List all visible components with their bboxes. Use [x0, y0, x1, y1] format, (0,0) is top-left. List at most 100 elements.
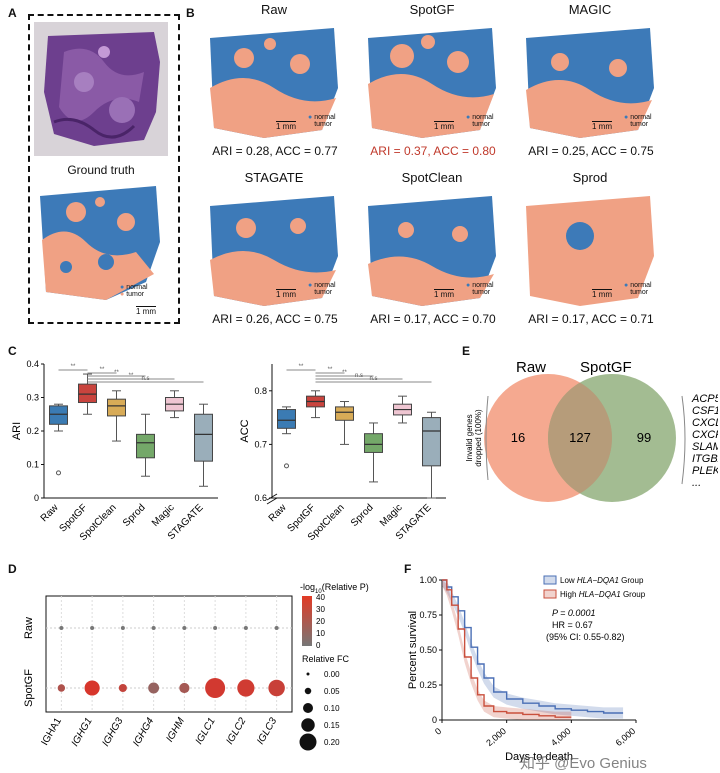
- outlier-point: [56, 470, 61, 476]
- size-legend-dot: [303, 703, 313, 713]
- gene-label: ...: [692, 477, 701, 489]
- map-metric-spotclean: ARI = 0.17, ACC = 0.70: [370, 312, 496, 326]
- x-tick-raw: Raw: [267, 502, 289, 524]
- km-legend: Low HLA−DQA1 Group High HLA−DQA1 Group: [543, 575, 646, 599]
- map-legend-tumor: tumor: [472, 289, 491, 296]
- dot-spotgf-igha1: [57, 684, 66, 692]
- svg-text:High HLA−DQA1 Group: High HLA−DQA1 Group: [560, 590, 646, 599]
- gene-tick-igha1: IGHA1: [39, 716, 64, 748]
- color-legend-tick: 20: [316, 617, 325, 626]
- sig-marker: **: [114, 370, 119, 376]
- ground-truth-map: [40, 186, 160, 300]
- x-tick-magic: Magic: [378, 502, 405, 529]
- map-legend-normal: normal: [314, 114, 336, 121]
- map-metric-raw: ARI = 0.28, ACC = 0.77: [212, 144, 338, 158]
- dot-raw-ighg4: [151, 626, 156, 630]
- box-magic: [165, 390, 184, 419]
- size-legend-label: 0.05: [324, 687, 340, 696]
- map-legend-normal: normal: [314, 282, 336, 289]
- y-tick-label: 0.6: [254, 493, 267, 503]
- km-y-tick: 1.00: [419, 575, 437, 585]
- dot-spotgf-iglc2: [237, 679, 255, 697]
- box-sprod: [364, 422, 383, 483]
- venn-side-label-1: Invalid genes: [465, 414, 474, 461]
- panel-label-a: A: [8, 6, 17, 20]
- dot-spotgf-ighm: [179, 682, 190, 694]
- gt-legend-normal: normal: [126, 284, 148, 291]
- color-legend-tick: 40: [316, 593, 325, 602]
- size-legend-label: 0.20: [324, 738, 340, 747]
- km-plot: 0 0.25 0.50 0.75 1.00 0 2,000 4,000 6,000 Days to…: [407, 575, 646, 763]
- gene-label: CSF1R33: [692, 405, 718, 417]
- size-legend-label: 0.15: [324, 721, 340, 730]
- y-axis-label: ACC: [239, 419, 251, 442]
- venn-count-left: 16: [511, 430, 525, 445]
- km-x-tick: 2,000: [484, 726, 508, 748]
- map-legend-tumor: tumor: [630, 289, 649, 296]
- map-scale-bar: 1 mm: [276, 289, 296, 299]
- size-legend-label: 0.00: [324, 670, 340, 679]
- dot-raw-igha1: [59, 626, 64, 630]
- y-tick-label: 0.8: [254, 386, 267, 396]
- map-title-spotclean: SpotClean: [401, 170, 463, 185]
- box-stagate: [194, 403, 213, 487]
- gene-label: SLAMF836: [692, 441, 718, 453]
- color-legend-tick: 30: [316, 605, 325, 614]
- y-axis-label: ARI: [11, 422, 23, 440]
- dot-raw-ighg3: [120, 626, 125, 630]
- x-tick-raw: Raw: [39, 502, 61, 524]
- dot-spotgf-iglc1: [205, 678, 226, 698]
- y-tick-label: 0.3: [26, 393, 39, 403]
- y-tick-label: 0.4: [26, 359, 39, 369]
- box-magic: [393, 395, 412, 424]
- km-x-tick: 0: [433, 726, 443, 737]
- dot-raw-iglc1: [213, 626, 218, 630]
- gene-tick-ighm: IGHM: [164, 715, 187, 744]
- map-metric-magic: ARI = 0.25, ACC = 0.75: [528, 144, 654, 158]
- km-p-value: P = 0.0001: [552, 608, 595, 618]
- y-tick-label: 0.7: [254, 439, 267, 449]
- size-legend-dot: [301, 718, 315, 732]
- km-x-tick: 6,000: [614, 726, 638, 748]
- histology-image: [34, 22, 168, 156]
- venn-title-spotgf: SpotGF: [580, 359, 632, 376]
- color-legend-title: -log10(Relative P): [300, 582, 369, 595]
- km-curve-high: [442, 579, 572, 718]
- box-sprod: [136, 413, 155, 477]
- km-hr: HR = 0.67: [552, 620, 593, 630]
- y-tick-label: 0.2: [26, 426, 39, 436]
- venn-count-both: 127: [569, 430, 591, 445]
- km-curve-low: [442, 579, 624, 714]
- map-metric-sprod: ARI = 0.17, ACC = 0.71: [528, 312, 654, 326]
- panel-label-f: F: [404, 562, 412, 576]
- gene-tick-iglc2: IGLC2: [224, 716, 248, 747]
- gene-tick-ighg1: IGHG1: [70, 716, 95, 748]
- map-title-raw: Raw: [260, 2, 287, 17]
- map-scale-bar: 1 mm: [592, 121, 612, 131]
- map-title-magic: MAGIC: [568, 2, 612, 17]
- dot-spotgf-iglc3: [268, 679, 285, 697]
- map-scale-bar: 1 mm: [434, 121, 454, 131]
- dot-raw-iglc2: [243, 626, 248, 630]
- dot-raw-ighm: [182, 626, 187, 630]
- km-ci-band-1: [442, 580, 572, 720]
- gene-tick-ighg3: IGHG3: [100, 716, 125, 749]
- row-label-0: Raw: [23, 617, 35, 639]
- map-scale-bar: 1 mm: [592, 289, 612, 299]
- size-legend-dot: [306, 672, 310, 676]
- map-legend-tumor: tumor: [472, 121, 491, 128]
- dotplot-frame: [45, 595, 293, 713]
- gene-label: ITGB237: [692, 453, 718, 465]
- map-scale-bar: 1 mm: [434, 289, 454, 299]
- size-legend-dot: [304, 687, 312, 695]
- size-legend-title: Relative FC: [302, 654, 350, 664]
- x-tick-sprod: Sprod: [349, 502, 376, 529]
- row-label-1: SpotGF: [23, 669, 35, 707]
- map-legend-normal: normal: [472, 282, 494, 289]
- map-title-sprod: Sprod: [572, 170, 608, 185]
- km-ci-band-0: [442, 580, 624, 719]
- tissue-map-stagate: [210, 196, 338, 306]
- km-y-label: Percent survival: [407, 611, 419, 689]
- watermark: 知乎 @Evo Genius: [520, 755, 647, 772]
